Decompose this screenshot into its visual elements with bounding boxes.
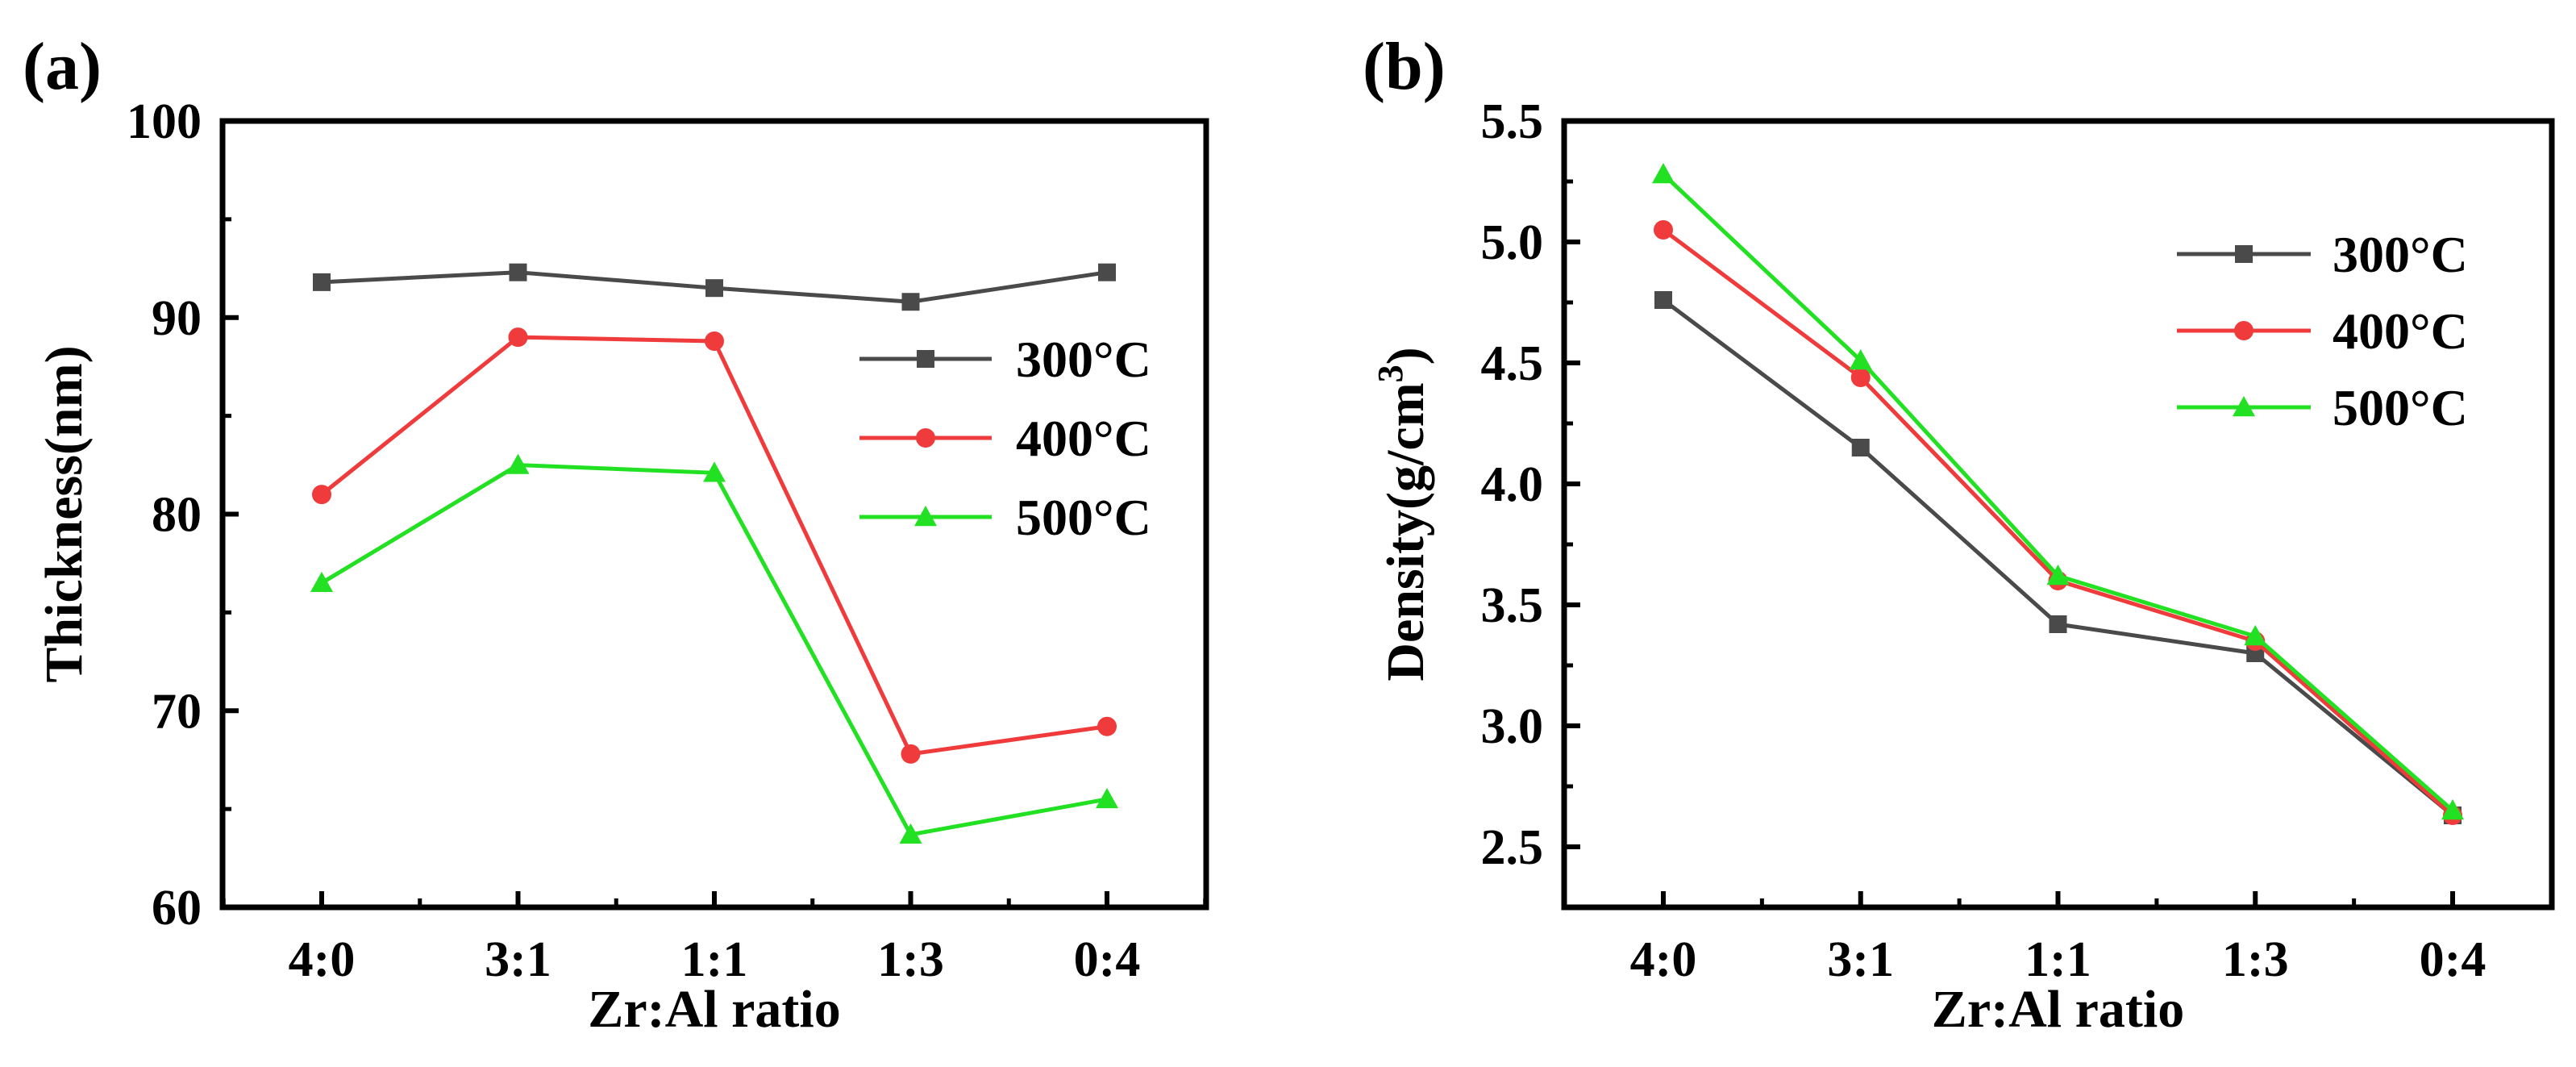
data-point — [1654, 291, 1672, 309]
data-point — [2244, 625, 2267, 646]
x-tick-label: 1:3 — [877, 932, 944, 987]
data-point — [508, 327, 528, 348]
data-point — [1850, 368, 1871, 387]
x-tick-label: 4:0 — [1630, 932, 1697, 987]
data-point — [2046, 565, 2070, 586]
x-tick-label: 0:4 — [1074, 932, 1141, 987]
x-tick-label: 3:1 — [1827, 932, 1894, 987]
series-line — [320, 463, 1108, 837]
data-point — [310, 571, 333, 593]
data-point — [312, 485, 331, 505]
legend-label: 500°C — [1016, 489, 1151, 546]
chart-panel-a: (a) 60 70 80 90 100 4:0 3:1 1:1 1:3 0:4 Zr:Al ratio… — [23, 29, 1209, 1039]
legend-label: 500°C — [2333, 379, 2468, 436]
data-point — [506, 453, 530, 474]
data-point — [899, 823, 922, 844]
chart-panel-b: (b) 2.5 3.0 3.5 4.0 4.5 5.0 5.5 4:0 3:1 1:1 1:3 0:4 Z… — [1363, 29, 2555, 1039]
data-point — [1098, 263, 1116, 281]
data-point — [2049, 615, 2067, 633]
data-point — [1654, 220, 1673, 240]
y-tick-label: 80 — [152, 488, 202, 543]
legend-marker — [2235, 245, 2253, 263]
x-tick-label: 0:4 — [2420, 932, 2487, 987]
y-tick-label: 70 — [152, 684, 202, 739]
series-500°C — [310, 453, 1118, 844]
legend-marker — [2233, 396, 2255, 417]
x-axis-title: Zr:Al ratio — [588, 980, 840, 1039]
legend-label: 400°C — [1016, 410, 1151, 467]
y-tick-label: 60 — [152, 881, 202, 936]
y-tick-label: 4.0 — [1481, 457, 1544, 512]
series-500°C — [1652, 163, 2464, 820]
data-point — [509, 263, 527, 281]
series-line — [320, 335, 1108, 756]
y-axis-title-superscript: 3 — [1371, 365, 1410, 382]
data-point — [1096, 787, 1118, 809]
x-axis-title: Zr:Al ratio — [1932, 980, 2184, 1039]
data-point — [705, 331, 724, 351]
series-line — [1662, 298, 2454, 817]
x-tick-label: 1:1 — [2025, 932, 2091, 987]
series-300°C — [1654, 291, 2462, 824]
y-axis-title-end: ) — [1376, 347, 1435, 365]
data-point — [1851, 439, 1870, 456]
data-point — [1097, 716, 1117, 736]
data-point — [2441, 799, 2464, 820]
data-point — [313, 273, 331, 291]
x-tick-label: 1:1 — [681, 932, 748, 987]
y-tick-label: 100 — [127, 94, 202, 149]
legend-marker — [917, 350, 934, 368]
series-300°C — [313, 263, 1116, 311]
data-point — [901, 293, 920, 311]
legend-marker — [2234, 321, 2253, 340]
y-tick-label: 5.5 — [1481, 94, 1544, 149]
data-point — [1652, 163, 1675, 184]
y-tick-label: 90 — [152, 291, 202, 346]
x-tick-label: 1:3 — [2222, 932, 2289, 987]
y-tick-label: 3.5 — [1481, 578, 1544, 633]
legend-marker — [916, 428, 935, 448]
panel-label: (b) — [1363, 29, 1446, 104]
y-axis-title: Thickness(nm) — [35, 345, 94, 682]
series-400°C — [312, 327, 1117, 764]
y-tick-label: 4.5 — [1481, 336, 1544, 391]
panel-label: (a) — [23, 29, 102, 104]
data-point — [1849, 349, 1872, 370]
y-tick-label: 3.0 — [1481, 699, 1544, 754]
legend-label: 400°C — [2333, 302, 2468, 360]
y-axis-title: Density(g/cm3) — [1371, 347, 1435, 681]
y-tick-label: 2.5 — [1481, 820, 1544, 875]
data-point — [703, 461, 726, 482]
x-tick-label: 3:1 — [485, 932, 551, 987]
legend-label: 300°C — [1016, 331, 1151, 388]
legend-label: 300°C — [2333, 226, 2468, 283]
data-point — [705, 279, 723, 298]
legend-marker — [914, 506, 937, 527]
x-tick-label: 4:0 — [289, 932, 356, 987]
y-tick-label: 5.0 — [1481, 215, 1544, 270]
data-point — [901, 744, 921, 764]
